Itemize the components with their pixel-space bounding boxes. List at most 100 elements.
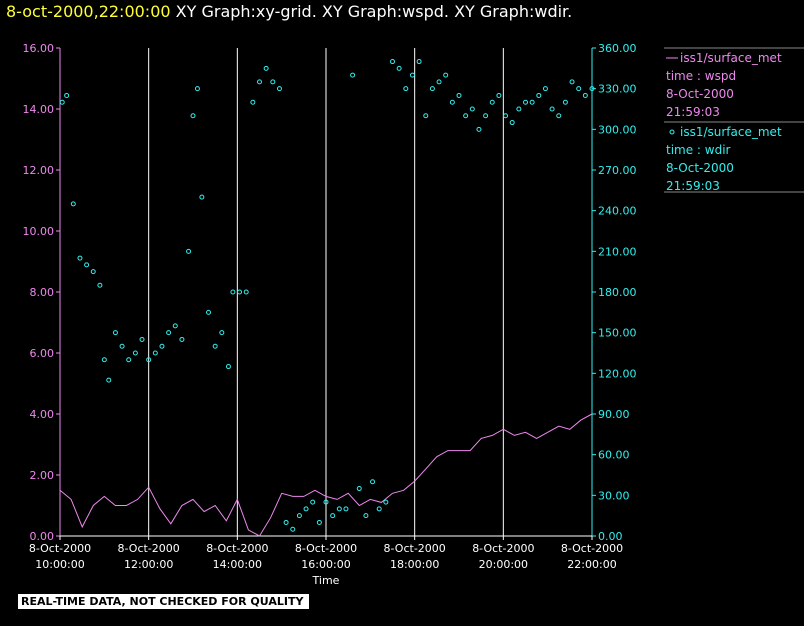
series-point-wdir bbox=[409, 72, 415, 78]
series-point-wdir bbox=[343, 506, 349, 512]
series-point-wdir bbox=[542, 86, 548, 92]
series-point-wdir bbox=[436, 79, 442, 85]
series-point-wdir bbox=[496, 92, 502, 98]
x-tick-label-date: 8-Oct-2000 bbox=[295, 542, 357, 555]
right-y-tick-label: 120.00 bbox=[598, 367, 637, 380]
series-point-wdir bbox=[562, 99, 568, 105]
series-point-wdir bbox=[316, 519, 322, 525]
series-point-wdir bbox=[350, 72, 356, 78]
series-point-wdir bbox=[270, 79, 276, 85]
x-tick-label-time: 10:00:00 bbox=[35, 558, 84, 571]
series-point-wdir bbox=[263, 65, 269, 71]
series-point-wdir bbox=[556, 113, 562, 119]
x-tick-label-time: 22:00:00 bbox=[567, 558, 616, 571]
x-tick-label-time: 14:00:00 bbox=[213, 558, 262, 571]
series-point-wdir bbox=[126, 357, 132, 363]
series-point-wdir bbox=[212, 343, 218, 349]
series-point-wdir bbox=[90, 269, 96, 275]
series-point-wdir bbox=[303, 506, 309, 512]
right-y-tick-label: 30.00 bbox=[598, 489, 630, 502]
series-point-wdir bbox=[356, 486, 362, 492]
series-point-wdir bbox=[64, 92, 70, 98]
series-point-wdir bbox=[219, 330, 225, 336]
series-point-wdir bbox=[119, 343, 125, 349]
left-y-tick-label: 2.00 bbox=[30, 469, 55, 482]
series-point-wdir bbox=[296, 513, 302, 519]
series-point-wdir bbox=[509, 120, 515, 126]
series-point-wdir bbox=[489, 99, 495, 105]
series-point-wdir bbox=[250, 99, 256, 105]
series-point-wdir bbox=[589, 86, 595, 92]
series-point-wdir bbox=[370, 479, 376, 485]
series-point-wdir bbox=[166, 330, 172, 336]
x-tick-label-time: 12:00:00 bbox=[124, 558, 173, 571]
right-y-tick-label: 180.00 bbox=[598, 286, 637, 299]
series-point-wdir bbox=[429, 86, 435, 92]
quality-notice: REAL-TIME DATA, NOT CHECKED FOR QUALITY bbox=[18, 594, 310, 609]
x-axis-label: Time bbox=[312, 574, 340, 587]
series-point-wdir bbox=[59, 99, 65, 105]
legend-point-swatch bbox=[669, 129, 675, 135]
series-point-wdir bbox=[363, 513, 369, 519]
series-point-wdir bbox=[423, 113, 429, 119]
left-y-tick-label: 0.00 bbox=[30, 530, 55, 543]
series-point-wdir bbox=[582, 92, 588, 98]
series-point-wdir bbox=[132, 350, 138, 356]
series-point-wdir bbox=[416, 59, 422, 65]
series-point-wdir bbox=[290, 526, 296, 532]
series-point-wdir bbox=[396, 65, 402, 71]
series-point-wdir bbox=[179, 336, 185, 342]
chart-header: 8-oct-2000,22:00:00 XY Graph:xy-grid. XY… bbox=[6, 2, 572, 21]
x-tick-label-date: 8-Oct-2000 bbox=[561, 542, 623, 555]
right-y-tick-label: 240.00 bbox=[598, 205, 637, 218]
series-point-wdir bbox=[70, 201, 76, 207]
x-tick-label-date: 8-Oct-2000 bbox=[472, 542, 534, 555]
series-point-wdir bbox=[469, 106, 475, 112]
legend-series-source: iss1/surface_met bbox=[680, 125, 782, 139]
header-plot-titles: XY Graph:xy-grid. XY Graph:wspd. XY Grap… bbox=[175, 2, 573, 21]
x-tick-label-time: 20:00:00 bbox=[479, 558, 528, 571]
x-tick-label-date: 8-Oct-2000 bbox=[29, 542, 91, 555]
series-point-wdir bbox=[152, 350, 158, 356]
legend-series-source: iss1/surface_met bbox=[680, 51, 782, 65]
series-point-wdir bbox=[237, 289, 243, 295]
series-point-wdir bbox=[383, 499, 389, 505]
legend-series-detail: 21:59:03 bbox=[666, 179, 720, 193]
series-line-wspd bbox=[59, 413, 593, 537]
series-point-wdir bbox=[463, 113, 469, 119]
series-point-wdir bbox=[443, 72, 449, 78]
series-point-wdir bbox=[243, 289, 249, 295]
series-point-wdir bbox=[257, 79, 262, 85]
legend-series-detail: 8-Oct-2000 bbox=[666, 161, 734, 175]
series-point-wdir bbox=[449, 99, 455, 105]
series-point-wdir bbox=[376, 506, 382, 512]
header-datetime: 8-oct-2000,22:00:00 bbox=[6, 2, 171, 21]
series-point-wdir bbox=[172, 323, 178, 329]
right-y-tick-label: 330.00 bbox=[598, 83, 637, 96]
series-point-wdir bbox=[529, 99, 535, 105]
series-point-wdir bbox=[101, 357, 107, 363]
series-point-wdir bbox=[190, 113, 196, 119]
series-point-wdir bbox=[225, 364, 231, 370]
x-tick-label-date: 8-Oct-2000 bbox=[384, 542, 446, 555]
left-y-tick-label: 4.00 bbox=[30, 408, 55, 421]
x-tick-label-date: 8-Oct-2000 bbox=[118, 542, 180, 555]
x-tick-label-date: 8-Oct-2000 bbox=[206, 542, 268, 555]
series-point-wdir bbox=[77, 255, 83, 261]
legend-series-detail: time : wdir bbox=[666, 143, 731, 157]
series-point-wdir bbox=[194, 86, 200, 92]
series-point-wdir bbox=[549, 106, 555, 112]
series-point-wdir bbox=[523, 99, 528, 105]
series-point-wdir bbox=[112, 330, 118, 336]
series-point-wdir bbox=[84, 262, 90, 268]
right-y-tick-label: 150.00 bbox=[598, 327, 637, 340]
right-y-tick-label: 360.00 bbox=[598, 42, 637, 55]
left-y-tick-label: 14.00 bbox=[23, 103, 55, 116]
series-point-wdir bbox=[310, 499, 316, 505]
series-point-wdir bbox=[97, 282, 103, 288]
series-point-wdir bbox=[483, 113, 489, 119]
right-y-tick-label: 60.00 bbox=[598, 449, 630, 462]
series-point-wdir bbox=[230, 289, 236, 295]
legend-series-detail: 8-Oct-2000 bbox=[666, 87, 734, 101]
